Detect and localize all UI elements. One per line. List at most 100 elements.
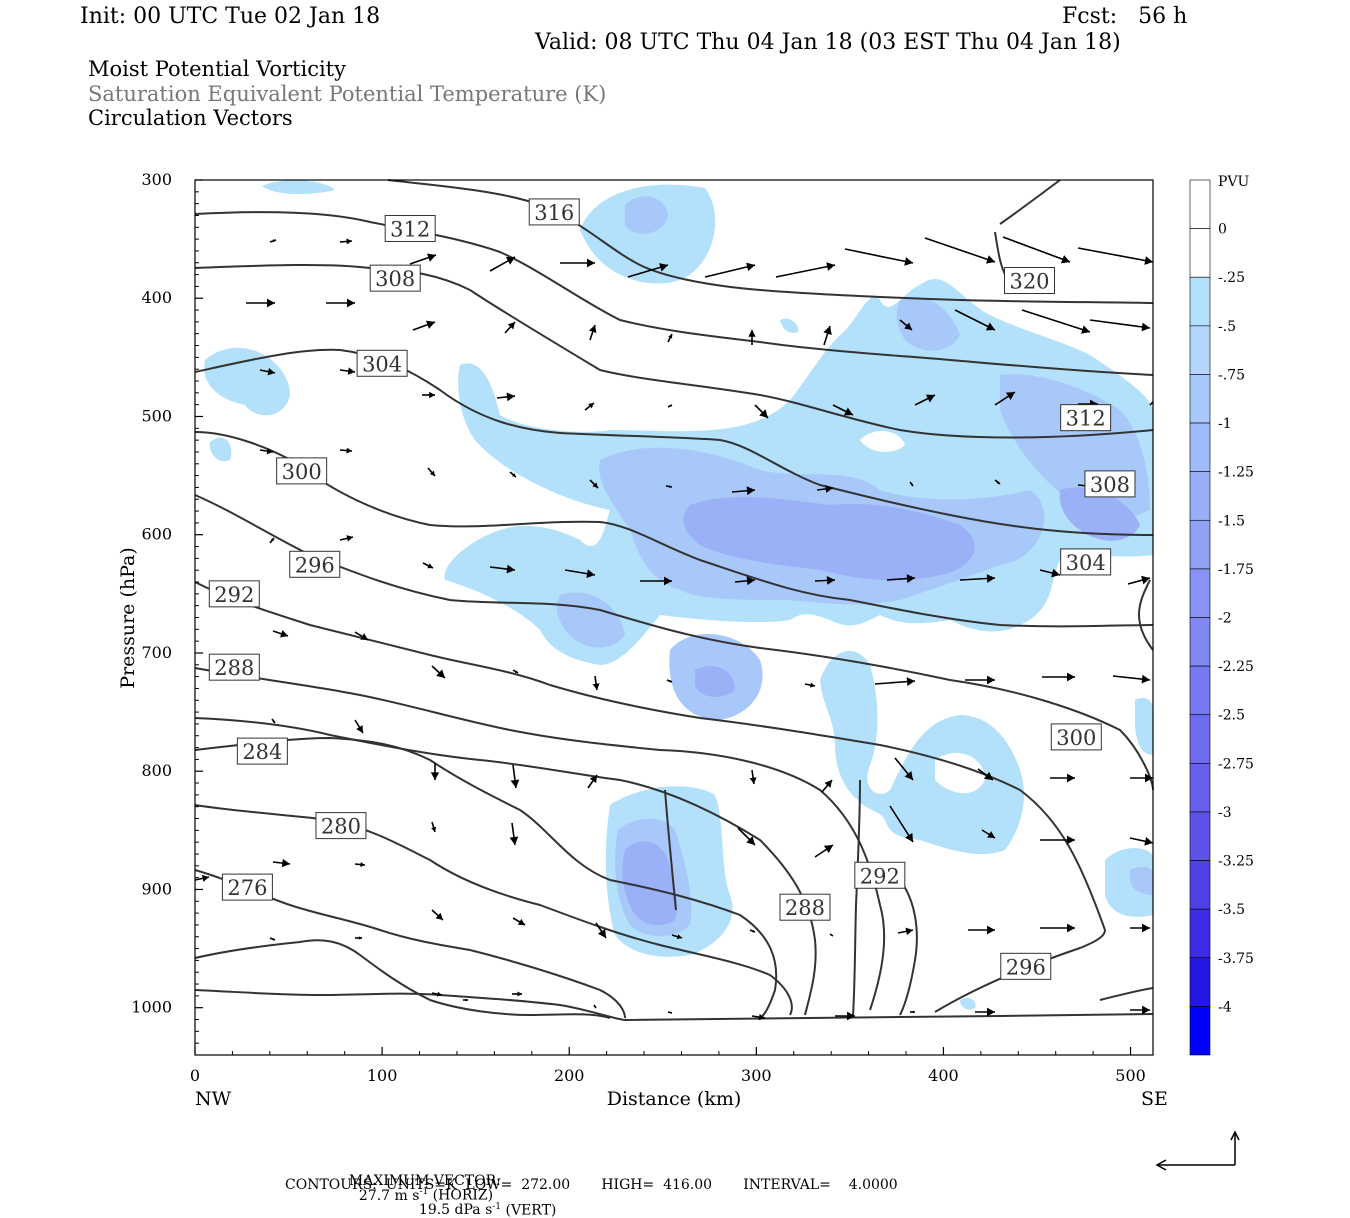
- vector-arrowhead: [985, 322, 995, 331]
- vector-arrowhead: [431, 826, 437, 832]
- legend-level-label: -4: [1218, 999, 1232, 1015]
- field-title-theta-es: Saturation Equivalent Potential Temperat…: [88, 82, 607, 106]
- x-tick-label: 100: [367, 1066, 398, 1085]
- circulation-vectors: [194, 236, 1154, 1021]
- vector-arrowhead: [826, 262, 835, 271]
- vector-arrowhead: [1141, 575, 1150, 585]
- vector-arrowhead: [664, 576, 672, 586]
- vector-arrowhead: [996, 480, 1000, 484]
- vector-arrowhead: [435, 912, 443, 920]
- vector-arrowhead: [904, 771, 913, 780]
- vector-arrowhead: [587, 258, 595, 268]
- vector-arrowhead: [280, 630, 288, 638]
- vector-arrowhead: [1005, 392, 1015, 401]
- vector-arrowhead: [746, 486, 755, 496]
- x-axis-right-label: SE: [1141, 1088, 1168, 1110]
- vector-arrowhead: [746, 262, 755, 272]
- vector-arrowhead: [360, 633, 368, 640]
- legend-level-label: -2.5: [1218, 708, 1245, 724]
- vector-arrowhead: [810, 682, 815, 688]
- legend-title: PVU: [1218, 174, 1250, 190]
- vector-arrowhead: [430, 772, 440, 780]
- legend-swatch: [1189, 374, 1211, 424]
- legend-swatch: [1189, 617, 1211, 667]
- contour-label: 304: [362, 352, 402, 376]
- x-tick-label: 300: [741, 1066, 772, 1085]
- legend-level-label: -2: [1218, 611, 1232, 627]
- legend-swatch: [1189, 568, 1211, 618]
- circulation-vector: [1002, 236, 1071, 263]
- forecast-hour: Fcst: 56 h: [1062, 4, 1188, 29]
- vector-arrowhead: [429, 391, 435, 399]
- legend-swatch: [1189, 325, 1211, 375]
- contour-label-box: [779, 893, 831, 921]
- legend-swatch: [1189, 519, 1211, 570]
- vector-arrowhead: [588, 403, 594, 409]
- x-tick-label: 0: [190, 1066, 200, 1085]
- legend-swatch: [1189, 179, 1211, 229]
- vector-arrowhead: [1141, 322, 1150, 332]
- contour-label: 312: [1066, 407, 1106, 431]
- contour-label-box: [1000, 952, 1052, 980]
- vector-arrowhead: [1067, 835, 1075, 845]
- vector-arrowhead: [512, 473, 516, 477]
- vector-arrowhead: [987, 831, 995, 838]
- contour-label-box: [1060, 548, 1112, 576]
- contour-label-box: [384, 214, 436, 242]
- vector-arrowhead: [669, 1011, 672, 1014]
- vector-arrowhead: [507, 322, 515, 330]
- vector-arrowhead: [826, 576, 835, 585]
- contour-label-box: [208, 653, 260, 681]
- vector-arrowhead: [752, 929, 755, 933]
- vector-arrowhead: [1060, 255, 1070, 264]
- vector-arrowhead: [267, 298, 275, 308]
- legend-level-label: -1: [1218, 416, 1232, 432]
- contours-info: CONTOURS: UNITS=K LOW= 272.00 HIGH= 416.…: [285, 1177, 898, 1193]
- legend-swatch: [1189, 908, 1211, 959]
- vector-arrowhead: [1067, 773, 1075, 783]
- max-vector-horiz-unit: (HORIZ): [428, 1187, 494, 1204]
- contour-label: 288: [785, 896, 825, 920]
- max-vector-vert: 19.5 dPa s: [418, 1202, 493, 1218]
- vector-arrowhead: [843, 407, 853, 416]
- legend-level-label: -.75: [1218, 367, 1245, 383]
- legend-level-label: -2.75: [1218, 756, 1254, 772]
- vector-arrowhead: [1067, 672, 1075, 682]
- legend-swatch: [1189, 763, 1211, 813]
- vert-exponent: -1: [492, 1201, 502, 1212]
- contour-label: 292: [860, 864, 900, 888]
- vector-arrowhead: [746, 836, 755, 845]
- vector-arrowhead: [517, 918, 525, 925]
- y-tick-label: 800: [141, 761, 172, 780]
- contour-label-box: [315, 812, 367, 840]
- contour-label-box: [854, 861, 906, 889]
- y-axis-label: Pressure (hPa): [117, 547, 139, 689]
- vector-arrowhead: [347, 367, 355, 375]
- contour-label: 312: [390, 217, 430, 241]
- circulation-vector: [844, 248, 914, 264]
- max-vector-label: MAXIMUM VECTOR:: [348, 1173, 501, 1189]
- legend-level-label: -1.25: [1218, 465, 1254, 481]
- vector-arrowhead: [910, 483, 913, 486]
- legend-swatch: [1189, 957, 1211, 1007]
- contour-label: 300: [1056, 726, 1096, 750]
- vector-arrowhead: [517, 991, 522, 997]
- x-axis: 0 100 200 300 400 500: [190, 1047, 1146, 1085]
- vector-arrowhead: [759, 409, 768, 418]
- vector-arrowhead: [676, 934, 682, 940]
- contour-label: 308: [1090, 473, 1130, 497]
- legend-level-label: -3.75: [1218, 951, 1254, 967]
- vector-arrowhead: [589, 775, 597, 784]
- x-tick-label: 400: [928, 1066, 959, 1085]
- x-axis-left-label: NW: [195, 1088, 232, 1110]
- vector-arrowhead: [597, 928, 606, 938]
- contour-label-box: [1050, 723, 1102, 751]
- x-axis-label: Distance (km): [607, 1088, 742, 1110]
- vector-arrowhead: [272, 937, 275, 941]
- y-tick-label: 900: [141, 879, 172, 898]
- vector-arrowhead: [1051, 568, 1060, 578]
- vector-arrowhead: [758, 1013, 765, 1021]
- legend-swatch: [1189, 714, 1211, 764]
- legend-swatch: [1189, 276, 1211, 327]
